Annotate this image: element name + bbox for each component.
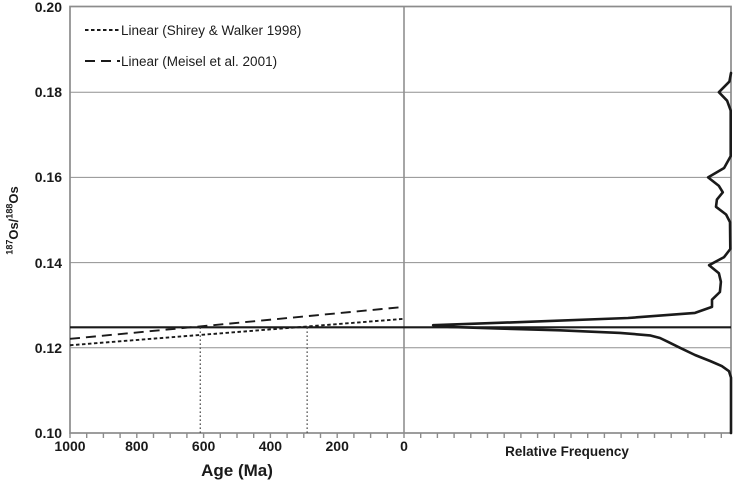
x-tick-label: 600 bbox=[191, 438, 216, 454]
fine-dashed-line-swatch bbox=[85, 29, 120, 31]
legend-label: Linear (Meisel et al. 2001) bbox=[121, 53, 278, 69]
trend-line bbox=[69, 305, 405, 340]
frequency-curve bbox=[431, 71, 733, 435]
legend-entry-shirey-walker: Linear (Shirey & Walker 1998) bbox=[85, 22, 301, 38]
y-tick-label: 0.18 bbox=[34, 84, 62, 101]
y-tick-label: 0.16 bbox=[34, 169, 62, 186]
y-tick-label: 0.12 bbox=[34, 339, 62, 356]
y-axis-title-superscript-187: 187 bbox=[4, 239, 15, 255]
x-tick-label: 1000 bbox=[54, 438, 86, 454]
y-tick-label: 0.10 bbox=[34, 425, 62, 441]
x-tick-label: 400 bbox=[258, 438, 283, 454]
legend-label: Linear (Shirey & Walker 1998) bbox=[121, 22, 302, 38]
x-tick-label: 200 bbox=[325, 438, 349, 454]
legend: Linear (Shirey & Walker 1998) Linear (Me… bbox=[85, 22, 301, 84]
plot-border bbox=[69, 5, 732, 434]
y-axis-title: 187Os/188Os bbox=[4, 186, 21, 255]
x-tick-label: 0 bbox=[400, 438, 408, 454]
long-dashed-line-swatch bbox=[85, 60, 120, 62]
y-tick-label: 0.14 bbox=[34, 254, 62, 271]
right-panel-title: Relative Frequency bbox=[505, 444, 629, 459]
trend-line bbox=[69, 317, 405, 347]
y-tick-label: 0.20 bbox=[34, 0, 62, 15]
y-axis-title-superscript-188: 188 bbox=[4, 203, 15, 219]
x-axis-title: Age (Ma) bbox=[201, 461, 273, 480]
legend-entry-meisel: Linear (Meisel et al. 2001) bbox=[85, 53, 301, 69]
x-tick-label: 800 bbox=[125, 438, 149, 454]
